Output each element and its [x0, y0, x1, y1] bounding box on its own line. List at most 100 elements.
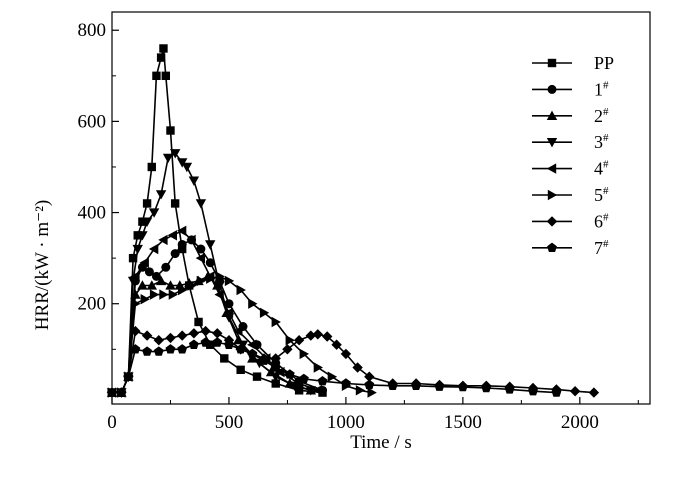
- data-point: [312, 385, 322, 396]
- data-point: [352, 362, 363, 373]
- legend-marker: [546, 110, 558, 120]
- data-point: [387, 380, 398, 390]
- data-point: [128, 253, 138, 263]
- data-point: [367, 387, 377, 398]
- legend-marker: [546, 163, 557, 174]
- data-point: [162, 153, 174, 164]
- data-point: [137, 231, 148, 241]
- data-point: [364, 379, 375, 390]
- legend-marker: [547, 189, 558, 201]
- data-point: [248, 298, 258, 309]
- data-point: [340, 348, 352, 360]
- data-point: [434, 381, 445, 391]
- data-point: [161, 262, 171, 272]
- data-point: [220, 354, 229, 363]
- data-point: [131, 298, 141, 309]
- y-tick-label: 600: [78, 111, 107, 132]
- data-point: [155, 190, 167, 200]
- data-point: [206, 340, 215, 349]
- data-point: [116, 387, 127, 397]
- data-point: [147, 162, 156, 172]
- data-point: [215, 271, 225, 282]
- data-point: [139, 257, 149, 268]
- data-point: [177, 239, 187, 249]
- data-point: [148, 243, 159, 255]
- data-point: [355, 385, 366, 396]
- data-point: [165, 280, 176, 290]
- data-point: [247, 339, 257, 350]
- chart-marks: [106, 44, 600, 398]
- data-point: [528, 386, 538, 396]
- data-point: [259, 307, 270, 318]
- legend-item: 2#: [532, 106, 609, 126]
- data-point: [588, 387, 600, 398]
- data-point: [270, 372, 281, 382]
- data-point: [205, 240, 216, 250]
- data-point: [138, 217, 147, 226]
- legend-item: PP: [532, 53, 614, 73]
- data-point: [551, 387, 562, 397]
- legend-item: 4#: [532, 159, 609, 179]
- data-point: [313, 362, 323, 373]
- data-point: [236, 284, 246, 296]
- y-tick-label: 200: [78, 294, 107, 315]
- data-point: [168, 289, 178, 300]
- legend: PP 1# 2# 3# 4# 5# 6# 7#: [532, 53, 614, 258]
- data-point: [252, 372, 262, 381]
- data-point: [132, 244, 143, 255]
- data-point: [364, 371, 375, 382]
- data-point: [271, 316, 281, 328]
- data-point: [233, 325, 243, 337]
- data-point: [152, 71, 161, 81]
- data-point: [170, 199, 180, 208]
- data-point: [341, 378, 351, 388]
- data-point: [247, 348, 258, 359]
- data-point: [212, 328, 223, 339]
- data-point: [165, 344, 176, 354]
- legend-label: 1#: [594, 79, 609, 99]
- data-point: [187, 280, 197, 291]
- data-point: [569, 386, 581, 397]
- plot-frame: [111, 11, 651, 405]
- data-point: [271, 379, 280, 388]
- data-point: [317, 376, 328, 386]
- series-7: [106, 325, 600, 398]
- data-point: [214, 281, 225, 291]
- data-point: [130, 325, 141, 337]
- data-point: [214, 289, 224, 300]
- y-tick-label: 400: [78, 203, 107, 224]
- data-point: [481, 382, 492, 393]
- legend-item: 7#: [532, 238, 609, 258]
- legend-marker: [547, 242, 557, 252]
- data-point: [299, 348, 309, 360]
- data-point: [212, 337, 223, 347]
- y-tick-label: 800: [78, 20, 107, 41]
- data-point: [186, 234, 196, 246]
- data-point: [188, 176, 200, 186]
- x-tick-label: 2000: [561, 412, 599, 433]
- data-point: [270, 362, 281, 372]
- axes: 0 500 1000 1500 2000 200 400 600 800: [78, 20, 639, 433]
- data-point: [195, 252, 205, 264]
- data-point: [322, 331, 333, 342]
- data-point: [159, 289, 169, 300]
- x-tick-label: 1500: [444, 412, 482, 433]
- data-point: [275, 366, 285, 378]
- data-point: [146, 280, 157, 290]
- data-point: [285, 335, 295, 346]
- data-point: [156, 53, 166, 62]
- data-point: [137, 280, 148, 290]
- data-point: [165, 332, 176, 344]
- x-tick-label: 500: [215, 412, 244, 433]
- data-point: [159, 44, 168, 53]
- legend-label: 7#: [594, 238, 609, 258]
- legend-label: 6#: [594, 211, 609, 231]
- data-point: [130, 344, 141, 354]
- data-point: [305, 330, 316, 341]
- data-point: [224, 339, 234, 349]
- legend-label: 2#: [594, 106, 609, 126]
- data-point: [282, 344, 293, 355]
- data-point: [224, 275, 235, 287]
- data-point: [153, 335, 164, 346]
